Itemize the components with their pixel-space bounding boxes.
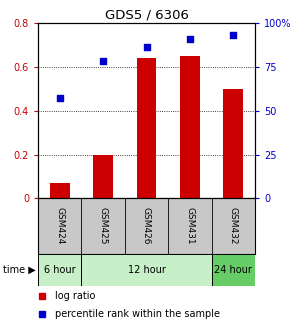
Bar	[38, 253, 81, 286]
Text: log ratio: log ratio	[55, 290, 96, 301]
Point	[188, 36, 192, 41]
Text: GSM426: GSM426	[142, 207, 151, 245]
Text: GSM431: GSM431	[185, 207, 194, 245]
Point	[144, 45, 149, 50]
Bar	[212, 253, 255, 286]
Text: time ▶: time ▶	[3, 265, 36, 275]
Title: GDS5 / 6306: GDS5 / 6306	[105, 9, 188, 22]
Point	[231, 33, 236, 38]
Text: 6 hour: 6 hour	[44, 265, 76, 275]
Text: 24 hour: 24 hour	[214, 265, 252, 275]
Bar	[180, 56, 200, 198]
Text: GSM425: GSM425	[99, 207, 108, 245]
Text: percentile rank within the sample: percentile rank within the sample	[55, 309, 220, 319]
Bar	[50, 183, 69, 198]
Text: GSM432: GSM432	[229, 207, 238, 245]
Text: GSM424: GSM424	[55, 207, 64, 245]
Bar	[224, 89, 243, 198]
Point	[101, 59, 105, 64]
Point	[57, 96, 62, 101]
Text: 12 hour: 12 hour	[127, 265, 166, 275]
Bar	[81, 253, 212, 286]
Bar	[93, 154, 113, 198]
Bar	[137, 58, 156, 198]
